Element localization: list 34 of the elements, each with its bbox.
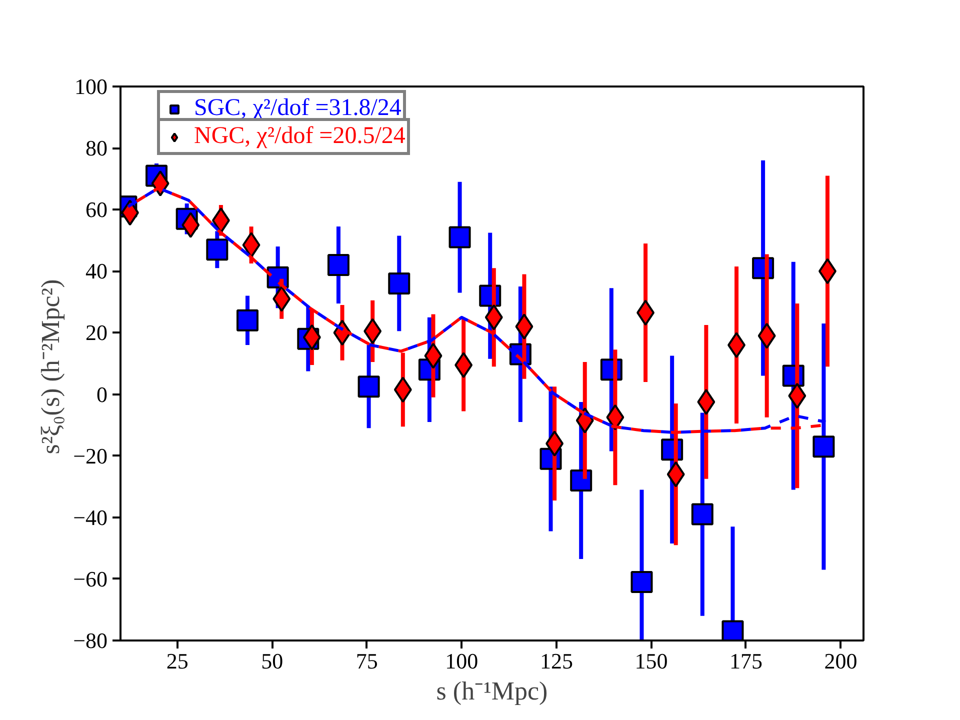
point [722, 620, 744, 640]
x-axis-title: s (h⁻¹Mpc) [436, 676, 548, 706]
y-tick-label: −60 [73, 566, 108, 592]
y-axis-title: s²ξ₀(s) (h⁻²Mpc²) [36, 279, 66, 454]
legend-label: NGC, χ²/dof =20.5/24 [194, 123, 406, 150]
point [206, 238, 228, 261]
point [182, 212, 200, 238]
x-tick-label: 100 [445, 648, 478, 674]
legend-label: SGC, χ²/dof =31.8/24 [194, 95, 402, 122]
x-tick-label: 150 [634, 648, 668, 674]
point [812, 436, 835, 458]
x-tick-label: 50 [261, 648, 284, 674]
point [236, 309, 258, 332]
y-tick-label: 20 [86, 320, 108, 346]
y-tick-label: −40 [73, 504, 108, 530]
point [570, 469, 592, 492]
y-tick-label: −20 [73, 443, 108, 468]
point [358, 376, 380, 398]
point [327, 254, 350, 276]
x-tick-label: 25 [166, 648, 188, 674]
point [630, 571, 653, 594]
x-tick-label: 175 [729, 648, 762, 674]
x-tick-label: 75 [356, 648, 378, 674]
x-tick-label: 200 [824, 648, 858, 674]
y-tick-label: 100 [74, 74, 108, 99]
y-tick-label: 0 [96, 382, 108, 407]
y-tick-label: 60 [86, 197, 108, 222]
x-tick-label: 125 [540, 648, 573, 674]
y-tick-label: −80 [73, 628, 108, 653]
point [691, 503, 714, 526]
point [448, 226, 471, 248]
y-tick-label: 40 [86, 258, 108, 284]
y-tick-label: 80 [86, 136, 108, 161]
point [388, 272, 410, 294]
